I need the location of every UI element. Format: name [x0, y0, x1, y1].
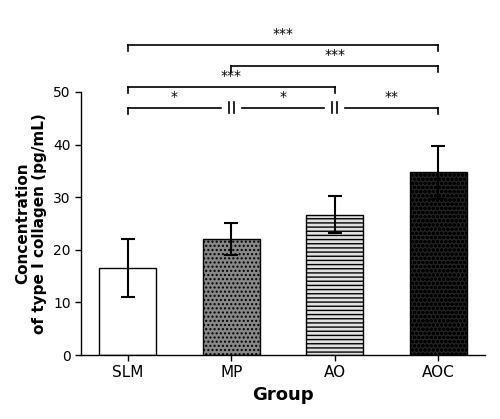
Bar [203, 239, 260, 355]
X-axis label: Group: Group [252, 386, 314, 404]
Y-axis label: Concentration
of type I collagen (pg/mL): Concentration of type I collagen (pg/mL) [15, 113, 48, 334]
Text: ***: *** [272, 26, 293, 41]
Text: ***: *** [324, 48, 345, 62]
Text: *: * [280, 90, 286, 104]
Bar [100, 268, 156, 355]
Text: **: ** [384, 90, 398, 104]
Bar [306, 215, 363, 355]
Text: ***: *** [221, 69, 242, 83]
Text: *: * [171, 90, 178, 104]
Bar [410, 173, 467, 355]
